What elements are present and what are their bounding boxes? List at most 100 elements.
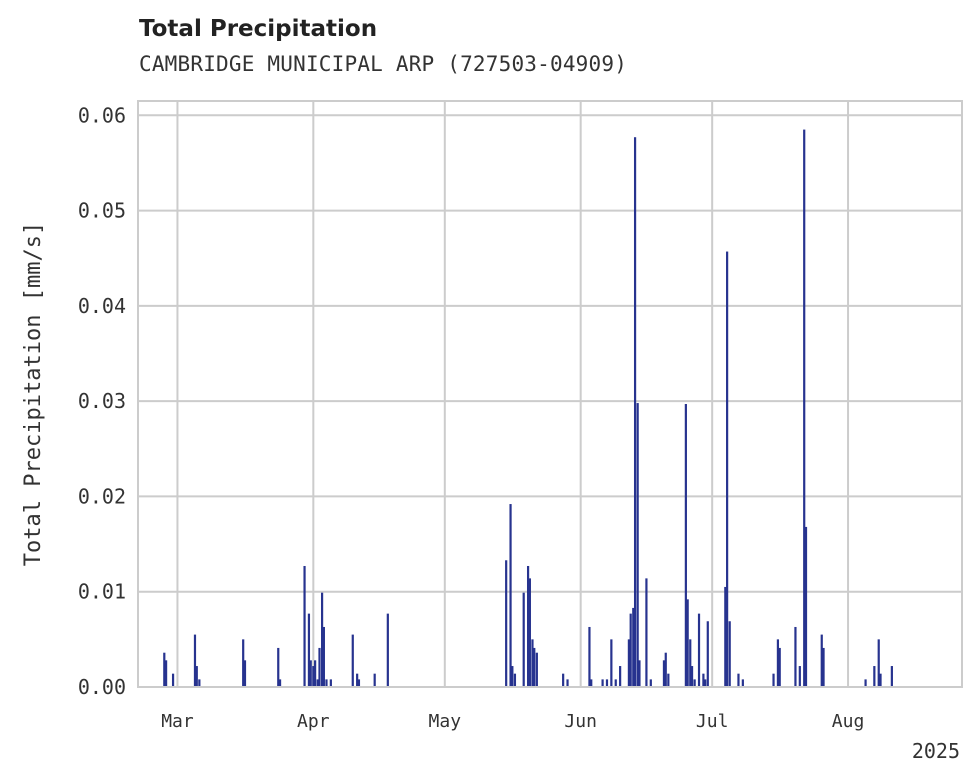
precip-bar [864, 679, 867, 687]
x-axis-year-label: 2025 [912, 739, 960, 763]
precip-bar [316, 679, 319, 687]
precipitation-bars [163, 129, 893, 687]
precip-bar [511, 666, 514, 687]
precip-bar [357, 679, 361, 687]
precip-bar [704, 679, 707, 687]
precip-bar [307, 613, 311, 687]
precip-bar [562, 673, 565, 687]
precip-bar [662, 660, 666, 687]
precip-bar [873, 666, 876, 687]
precip-bar [686, 599, 689, 687]
precip-bar [505, 560, 508, 687]
precip-bar [601, 679, 604, 687]
x-tick-label: Aug [832, 711, 865, 732]
precip-bar [804, 526, 808, 687]
precip-bar [776, 639, 780, 687]
grid-lines [138, 101, 962, 688]
y-tick-label: 0.03 [78, 389, 126, 413]
precip-bar [649, 679, 652, 687]
precip-bar [724, 586, 727, 687]
precip-bar [163, 652, 166, 687]
y-tick-label: 0.04 [78, 294, 126, 318]
precip-bar [684, 404, 687, 687]
precip-bar [386, 613, 389, 687]
x-tick-label: Mar [161, 711, 194, 732]
precip-bar [526, 565, 530, 687]
precip-bar [610, 639, 613, 687]
y-tick-label: 0.05 [78, 199, 126, 223]
precip-bar [627, 639, 630, 687]
precip-bar [243, 660, 247, 687]
x-tick-label: Jun [564, 711, 597, 732]
precip-bar [890, 666, 893, 687]
chart-subtitle: CAMBRIDGE MUNICIPAL ARP (727503-04909) [139, 52, 628, 76]
precip-bar [195, 666, 198, 687]
precip-bar [877, 639, 880, 687]
precip-bar [535, 652, 538, 687]
precip-bar [322, 626, 325, 687]
y-tick-label: 0.06 [78, 103, 126, 127]
precip-bar [320, 592, 324, 687]
y-axis-label: Total Precipitation [mm/s] [21, 222, 46, 566]
precip-bar [614, 679, 617, 687]
precip-bar [638, 660, 641, 687]
precip-bar [373, 673, 376, 687]
precip-bar [697, 613, 701, 687]
precip-bar [605, 679, 609, 687]
precip-bar [309, 660, 312, 687]
precip-bar [531, 639, 534, 687]
precip-bar [329, 679, 332, 687]
precip-bar [513, 673, 517, 687]
y-tick-label: 0.00 [78, 675, 126, 699]
precip-bar [690, 666, 694, 687]
precip-bar [820, 634, 823, 687]
precip-bar [277, 647, 280, 687]
precip-bar [164, 660, 168, 687]
precip-bar [636, 403, 639, 687]
precip-bar [312, 666, 315, 687]
precip-bar [303, 565, 306, 687]
y-tick-label: 0.01 [78, 580, 126, 604]
precip-bar [566, 679, 569, 687]
precip-bar [193, 634, 197, 687]
precip-bar [528, 578, 531, 687]
plot-frame [137, 100, 963, 688]
precip-bar [590, 679, 593, 687]
precip-bar [741, 679, 744, 687]
precip-bar [171, 673, 175, 687]
precip-bar [645, 578, 648, 687]
x-tick-label: May [429, 711, 462, 732]
x-axis-ticks: Mar Apr May Jun Jul Aug [161, 711, 864, 732]
precip-bar [822, 647, 825, 687]
precip-bar [737, 673, 740, 687]
precip-bar [242, 639, 245, 687]
precip-bar [794, 626, 797, 687]
precip-bar [619, 666, 622, 687]
y-tick-label: 0.02 [78, 484, 126, 508]
precip-bar [693, 679, 696, 687]
y-axis-ticks: 0.00 0.01 0.02 0.03 0.04 0.05 0.06 [78, 103, 126, 699]
precip-bar [633, 137, 637, 687]
precip-bar [522, 592, 525, 687]
precip-bar [664, 652, 667, 687]
precip-bar [356, 673, 359, 687]
precip-bar [533, 647, 536, 687]
precip-bar [325, 679, 328, 687]
precip-bar [509, 504, 512, 687]
precip-bar [726, 251, 729, 687]
precip-bar [728, 621, 731, 687]
precip-bar [706, 621, 709, 687]
precip-bar [588, 626, 591, 687]
precip-bar [632, 607, 635, 687]
precip-bar [278, 679, 282, 687]
precip-bar [198, 679, 201, 687]
precip-bar [314, 660, 317, 687]
precip-bar [629, 613, 632, 687]
precip-bar [798, 666, 801, 687]
x-tick-label: Apr [297, 711, 330, 732]
chart-title: Total Precipitation [139, 16, 378, 42]
precip-bar [318, 647, 321, 687]
precip-bar [778, 647, 781, 687]
precip-bar [351, 634, 354, 687]
